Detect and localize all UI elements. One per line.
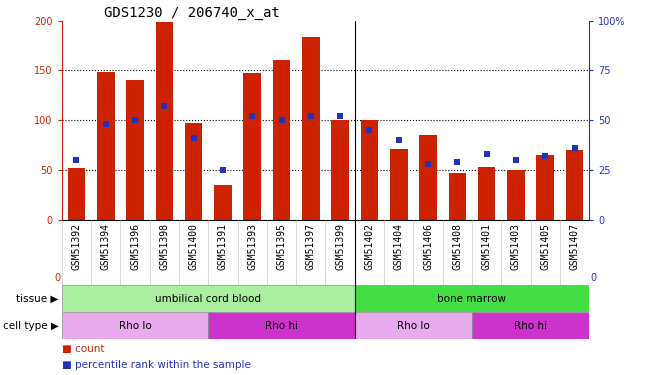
Bar bbox=[355, 312, 472, 339]
Bar bbox=[243, 74, 261, 220]
Text: GSM51397: GSM51397 bbox=[306, 223, 316, 270]
Point bbox=[540, 153, 550, 159]
Bar bbox=[185, 123, 202, 220]
Point bbox=[335, 113, 345, 119]
Point bbox=[71, 157, 82, 163]
Text: GSM51407: GSM51407 bbox=[570, 223, 579, 270]
Text: ■ percentile rank within the sample: ■ percentile rank within the sample bbox=[62, 360, 251, 370]
Text: cell type ▶: cell type ▶ bbox=[3, 321, 59, 331]
Bar bbox=[566, 150, 583, 220]
Point bbox=[364, 127, 374, 133]
Point bbox=[159, 103, 169, 109]
Point bbox=[130, 117, 140, 123]
Bar bbox=[214, 185, 232, 220]
Text: GDS1230 / 206740_x_at: GDS1230 / 206740_x_at bbox=[104, 6, 280, 20]
Bar bbox=[62, 312, 208, 339]
Bar bbox=[449, 173, 466, 220]
Bar bbox=[390, 149, 408, 220]
Text: Rho lo: Rho lo bbox=[118, 321, 152, 331]
Point bbox=[276, 117, 286, 123]
Bar bbox=[156, 22, 173, 220]
Point bbox=[217, 167, 228, 173]
Bar bbox=[355, 285, 589, 312]
Bar bbox=[472, 312, 589, 339]
Bar bbox=[361, 120, 378, 220]
Point bbox=[423, 161, 434, 167]
Bar bbox=[97, 72, 115, 220]
Bar bbox=[68, 168, 85, 220]
Bar bbox=[273, 60, 290, 220]
Text: GSM51408: GSM51408 bbox=[452, 223, 462, 270]
Bar bbox=[419, 135, 437, 220]
Text: Rho hi: Rho hi bbox=[514, 321, 547, 331]
Point bbox=[100, 121, 111, 127]
Bar bbox=[536, 155, 554, 220]
Point bbox=[247, 113, 257, 119]
Point bbox=[393, 137, 404, 143]
Bar bbox=[208, 312, 355, 339]
Text: Rho hi: Rho hi bbox=[265, 321, 298, 331]
Text: GSM51402: GSM51402 bbox=[365, 223, 374, 270]
Text: GSM51400: GSM51400 bbox=[189, 223, 199, 270]
Bar bbox=[302, 36, 320, 220]
Point bbox=[510, 157, 521, 163]
Text: GSM51406: GSM51406 bbox=[423, 223, 433, 270]
Text: GSM51394: GSM51394 bbox=[101, 223, 111, 270]
Text: GSM51391: GSM51391 bbox=[218, 223, 228, 270]
Bar bbox=[331, 120, 349, 220]
Point bbox=[305, 113, 316, 119]
Text: GSM51393: GSM51393 bbox=[247, 223, 257, 270]
Point bbox=[481, 151, 492, 157]
Text: GSM51392: GSM51392 bbox=[72, 223, 81, 270]
Text: GSM51404: GSM51404 bbox=[394, 223, 404, 270]
Text: umbilical cord blood: umbilical cord blood bbox=[156, 294, 261, 304]
Text: bone marrow: bone marrow bbox=[437, 294, 506, 304]
Point bbox=[452, 159, 462, 165]
Text: GSM51396: GSM51396 bbox=[130, 223, 140, 270]
Text: 0: 0 bbox=[54, 273, 61, 284]
Bar bbox=[62, 285, 355, 312]
Bar bbox=[478, 167, 495, 220]
Text: GSM51399: GSM51399 bbox=[335, 223, 345, 270]
Text: GSM51403: GSM51403 bbox=[511, 223, 521, 270]
Text: ■ count: ■ count bbox=[62, 344, 104, 354]
Text: GSM51401: GSM51401 bbox=[482, 223, 492, 270]
Text: GSM51405: GSM51405 bbox=[540, 223, 550, 270]
Point bbox=[188, 135, 199, 141]
Point bbox=[569, 145, 579, 151]
Text: GSM51398: GSM51398 bbox=[159, 223, 169, 270]
Text: 0: 0 bbox=[590, 273, 597, 284]
Text: Rho lo: Rho lo bbox=[397, 321, 430, 331]
Bar bbox=[507, 170, 525, 220]
Bar bbox=[126, 80, 144, 220]
Text: GSM51395: GSM51395 bbox=[277, 223, 286, 270]
Text: tissue ▶: tissue ▶ bbox=[16, 294, 59, 304]
